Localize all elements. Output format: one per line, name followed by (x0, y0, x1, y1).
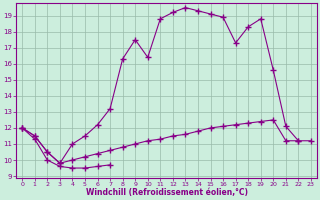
X-axis label: Windchill (Refroidissement éolien,°C): Windchill (Refroidissement éolien,°C) (85, 188, 248, 197)
